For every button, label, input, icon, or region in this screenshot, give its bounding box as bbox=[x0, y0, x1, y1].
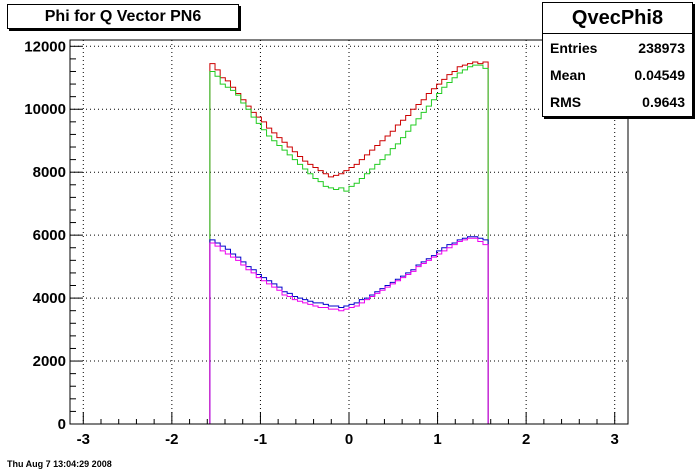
y-tick-label: 12000 bbox=[24, 38, 66, 55]
grid-lines bbox=[70, 40, 628, 425]
y-tick-label: 2000 bbox=[33, 353, 66, 370]
x-tick-label: -1 bbox=[254, 431, 267, 448]
chart-title: Phi for Q Vector PN6 bbox=[7, 4, 239, 29]
axis-ticks bbox=[70, 45, 616, 425]
x-tick-label: -3 bbox=[77, 431, 90, 448]
stats-value: 0.04549 bbox=[634, 67, 685, 83]
stats-box: QvecPhi8 Entries 238973 Mean 0.04549 RMS… bbox=[542, 2, 693, 117]
stats-label: RMS bbox=[550, 94, 582, 110]
stats-value: 0.9643 bbox=[642, 94, 685, 110]
x-tick-labels: -3 -2 -1 0 1 2 3 bbox=[77, 431, 619, 448]
stats-histogram-name: QvecPhi8 bbox=[543, 3, 692, 34]
y-tick-label: 10000 bbox=[24, 101, 66, 118]
stats-value: 238973 bbox=[638, 40, 685, 56]
y-tick-label: 6000 bbox=[33, 227, 66, 244]
stats-row-mean: Mean 0.04549 bbox=[543, 61, 692, 88]
stats-row-rms: RMS 0.9643 bbox=[543, 88, 692, 115]
y-tick-label: 8000 bbox=[33, 164, 66, 181]
timestamp: Thu Aug 7 13:04:29 2008 bbox=[7, 459, 112, 469]
stats-row-entries: Entries 238973 bbox=[543, 34, 692, 61]
y-tick-label: 0 bbox=[58, 416, 66, 433]
x-tick-label: 0 bbox=[345, 431, 353, 448]
x-tick-label: 3 bbox=[611, 431, 619, 448]
histogram-series-3 bbox=[70, 237, 628, 425]
x-tick-label: -2 bbox=[165, 431, 178, 448]
histogram-series-0 bbox=[70, 61, 628, 425]
histogram-series-1 bbox=[70, 64, 628, 425]
x-tick-label: 1 bbox=[433, 431, 441, 448]
y-tick-label: 4000 bbox=[33, 290, 66, 307]
stats-label: Mean bbox=[550, 67, 586, 83]
stats-label: Entries bbox=[550, 40, 598, 56]
x-tick-label: 2 bbox=[522, 431, 530, 448]
histogram-series bbox=[70, 61, 628, 425]
y-tick-labels: 0 2000 4000 6000 8000 10000 12000 bbox=[24, 38, 66, 433]
